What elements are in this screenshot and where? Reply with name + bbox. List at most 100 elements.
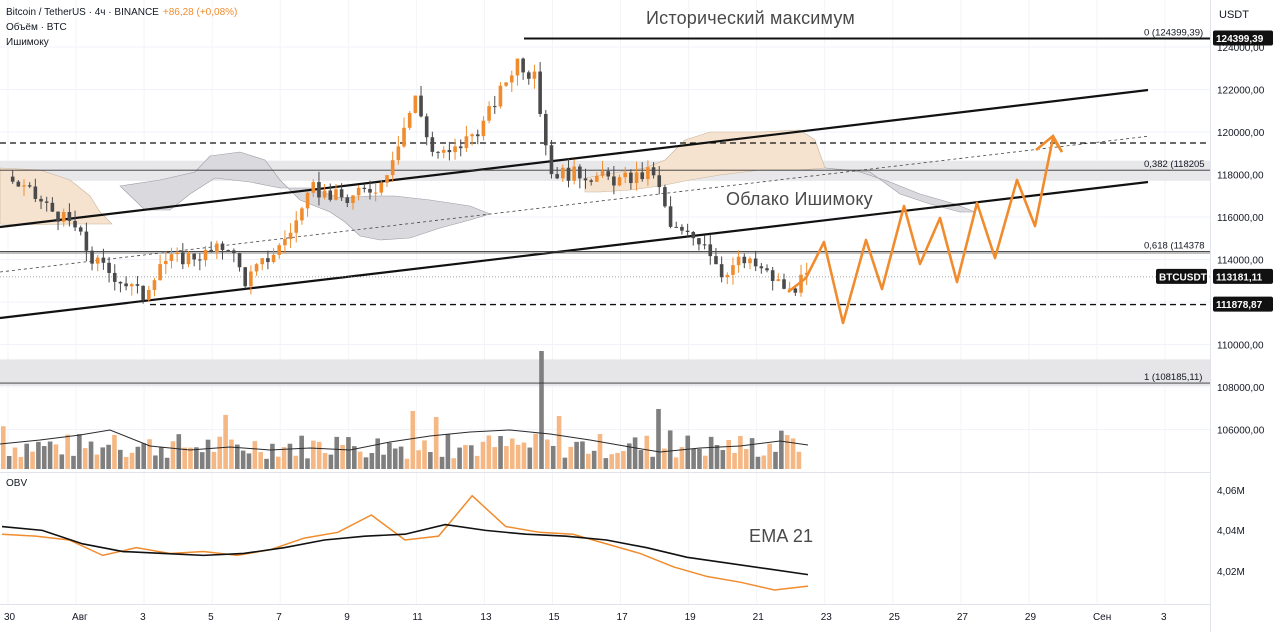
volume-bar: [404, 458, 410, 469]
candle-body: [277, 245, 282, 255]
volume-bar: [773, 451, 778, 469]
candle-body: [782, 279, 786, 289]
candle-body: [118, 281, 123, 284]
candle-body: [799, 274, 803, 293]
candle-body: [697, 238, 701, 245]
candle-body: [714, 256, 718, 265]
candle-body: [612, 176, 616, 186]
candle-body: [50, 202, 55, 212]
fib-level-label: 0 (124399,39): [1144, 28, 1203, 39]
volume-bar: [258, 452, 263, 469]
support-price-badge: 111878,87: [1216, 300, 1263, 311]
price-tick-label: 110000,00: [1217, 341, 1264, 352]
volume-bar: [71, 455, 76, 469]
candle-body: [362, 187, 367, 189]
price-tick-label: 108000,00: [1217, 383, 1265, 394]
volume-bar: [36, 441, 41, 469]
candle-body: [481, 120, 486, 137]
volume-bar: [47, 441, 53, 469]
candle-body: [112, 272, 117, 282]
candle-body: [668, 206, 673, 227]
candle-body: [33, 186, 38, 199]
candle-body: [402, 127, 406, 147]
candle-body: [634, 172, 639, 184]
volume-bar: [188, 447, 193, 469]
volume-bar: [328, 454, 334, 469]
candle-body: [458, 146, 463, 149]
volume-bar: [667, 430, 673, 469]
pane-separator[interactable]: [0, 472, 1210, 473]
candle-body: [215, 243, 219, 253]
volume-bar: [521, 442, 527, 469]
candle-body: [351, 195, 355, 203]
candle-body: [753, 258, 758, 267]
fib-level-label: 1 (108185,11): [1144, 372, 1202, 383]
volume-bar: [743, 449, 749, 469]
volume-bar: [509, 438, 515, 469]
volume-bar: [463, 444, 468, 469]
candle-body: [169, 254, 174, 261]
price-tick-label: 122000,00: [1217, 86, 1265, 97]
volume-bar: [199, 452, 205, 469]
candle-body: [283, 238, 287, 246]
volume-bar: [480, 441, 486, 469]
candle-body: [595, 175, 599, 182]
volume-bar: [281, 447, 287, 469]
candle-body: [736, 256, 741, 266]
candle-body: [322, 190, 327, 198]
volume-bar: [574, 441, 579, 469]
time-tick-label: 17: [617, 612, 629, 623]
time-tick-label: Авг: [72, 612, 88, 623]
candle-body: [124, 283, 128, 287]
candle-body: [566, 167, 571, 181]
obv-indicator-label[interactable]: OBV: [6, 478, 28, 489]
candle-body: [175, 252, 179, 255]
volume-bar: [586, 453, 591, 469]
candle-body: [368, 188, 372, 193]
candle-body: [702, 244, 707, 246]
volume-bar: [346, 437, 351, 469]
last-price-badge-bg: [1213, 268, 1273, 284]
candle-body: [334, 189, 338, 200]
candle-body: [487, 106, 491, 121]
volume-bar: [164, 457, 170, 469]
candle-body: [101, 257, 106, 263]
candle-body: [266, 258, 270, 263]
volume-bar: [492, 447, 497, 469]
time-axis-separator: [0, 604, 1210, 605]
candle-body: [657, 175, 662, 188]
volume-indicator-label[interactable]: Объём · BTC: [6, 22, 67, 33]
symbol-badge: BTCUSDT: [1159, 272, 1207, 283]
candle-body: [73, 220, 77, 228]
ichimoku-indicator-label[interactable]: Ишимоку: [6, 37, 49, 48]
candle-body: [141, 285, 145, 300]
volume-bar: [375, 438, 380, 469]
volume-bar: [94, 454, 100, 469]
candle-body: [181, 252, 185, 265]
candle-body: [578, 166, 582, 179]
volume-bar: [498, 435, 503, 469]
symbol-title[interactable]: Bitcoin / TetherUS · 4ч · BINANCE: [6, 7, 159, 18]
obv-ema-line: [1, 523, 809, 576]
volume-bar: [123, 456, 129, 469]
obv-tick-label: 4,02M: [1217, 567, 1245, 578]
volume-bar: [252, 441, 258, 469]
volume-bar: [311, 440, 316, 469]
volume-bar: [422, 440, 427, 469]
currency-label[interactable]: USDT: [1219, 9, 1249, 21]
symbol-header[interactable]: Bitcoin / TetherUS · 4ч · BINANCE +86,28 …: [6, 7, 237, 18]
demand-zone: [0, 359, 1210, 386]
time-tick-label: 27: [957, 612, 969, 623]
volume-bar: [182, 447, 187, 469]
candle-body: [237, 253, 242, 268]
volume-bar: [562, 457, 568, 469]
candle-body: [424, 116, 429, 138]
obv-tick-label: 4,04M: [1217, 526, 1245, 537]
candle-body: [95, 257, 100, 264]
volume-bar: [761, 455, 767, 469]
candle-body: [640, 172, 645, 180]
time-tick-label: 13: [480, 612, 492, 623]
candle-body: [254, 264, 259, 272]
